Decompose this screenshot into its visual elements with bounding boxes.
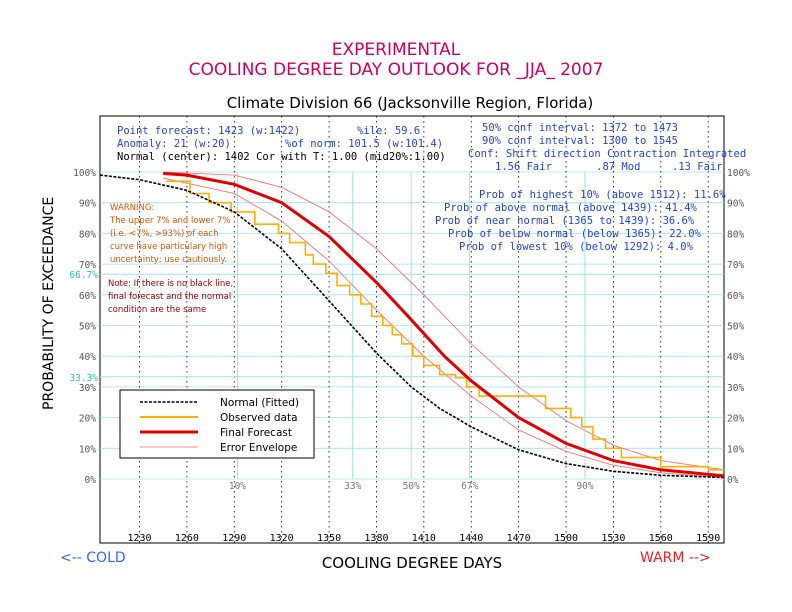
cold-label: <-- COLD bbox=[60, 550, 126, 566]
y-tick-label-left: 90% bbox=[79, 199, 96, 210]
y-tick-label-left: 80% bbox=[79, 229, 96, 240]
x-tick-label: 1410 bbox=[412, 533, 436, 544]
x-tick-label: 1380 bbox=[364, 533, 388, 544]
error-envelope-lower-line bbox=[163, 177, 725, 478]
legend-label-observed: Observed data bbox=[220, 412, 298, 424]
x-tick-label: 1530 bbox=[601, 533, 625, 544]
warm-label: WARM --> bbox=[640, 550, 711, 566]
x-tick-label: 1440 bbox=[459, 533, 483, 544]
y-tick-label-right: 50% bbox=[727, 322, 744, 333]
y-tick-label-right: 100% bbox=[727, 168, 750, 179]
series-layer bbox=[99, 171, 725, 479]
note-line1: Note: If there is no black line, bbox=[108, 279, 233, 289]
y-tick-label-right: 20% bbox=[727, 414, 744, 425]
final-forecast-line bbox=[163, 172, 725, 478]
stat-point-forecast: Point forecast: 1423 (w:1422) bbox=[117, 125, 300, 137]
observed-data-line bbox=[166, 180, 724, 471]
y-tick-label-left: 60% bbox=[79, 291, 96, 302]
x-tick-label: 1500 bbox=[554, 533, 578, 544]
y-axis-label: PROBABILITY OF EXCEEDANCE bbox=[41, 197, 57, 410]
stat-conf-values: 1.56 Fair .87 Mod .13 Fair bbox=[495, 161, 723, 173]
x-axis-label: COOLING DEGREE DAYS bbox=[322, 554, 502, 572]
stats-block: Point forecast: 1423 (w:1422) %ile: 59.6… bbox=[117, 122, 746, 253]
y-tick-label-right: 60% bbox=[727, 291, 744, 302]
y-tick-label-right: 70% bbox=[727, 260, 744, 271]
y-tick-label-left: 10% bbox=[79, 444, 96, 455]
warning-line4: uncertainty; use cautiously. bbox=[110, 255, 227, 265]
legend-label-normal: Normal (Fitted) bbox=[220, 397, 299, 409]
percentile-marker-label: 10% bbox=[229, 481, 246, 492]
chart-subtitle: Climate Division 66 (Jacksonville Region… bbox=[227, 94, 594, 112]
stat-prob-below: Prob of below normal (below 1365): 22.0% bbox=[448, 228, 702, 240]
legend: Normal (Fitted) Observed data Final Fore… bbox=[119, 389, 315, 459]
note-line2: final forecast and the normal bbox=[108, 292, 231, 302]
plot-frame bbox=[99, 115, 725, 544]
grid-layer bbox=[100, 116, 724, 543]
y-tick-label-left: 50% bbox=[79, 322, 96, 333]
stat-prob-highest: Prob of highest 10% (above 1512): 11.6% bbox=[479, 189, 726, 201]
stat-conf-header: Conf: Shift direction Contraction Integr… bbox=[468, 148, 746, 160]
percentile-marker-label: 67% bbox=[461, 481, 478, 492]
y-tick-label-left: 40% bbox=[79, 352, 96, 363]
stat-normal: Normal (center): 1402 Cor with T: 1.00 (… bbox=[117, 151, 446, 163]
legend-label-forecast: Final Forecast bbox=[220, 427, 292, 439]
stat-prob-above: Prob of above normal (above 1439): 41.4% bbox=[444, 202, 698, 214]
percentile-marker-label: 50% bbox=[403, 481, 420, 492]
stat-anomaly: Anomaly: 21 (w:20) bbox=[117, 138, 231, 150]
y-tick-label-left: 20% bbox=[79, 414, 96, 425]
y-tick-label-right: 90% bbox=[727, 199, 744, 210]
stat-conf50: 50% conf interval: 1372 to 1473 bbox=[482, 122, 678, 134]
x-tick-label: 1590 bbox=[696, 533, 720, 544]
stat-conf90: 90% conf interval: 1300 to 1545 bbox=[482, 135, 678, 147]
percentile-marker-label: 33% bbox=[344, 481, 361, 492]
warning-line3: curve have particulary high bbox=[110, 242, 227, 252]
stat-prob-near: Prob of near normal (1365 to 1439): 36.6… bbox=[435, 215, 695, 227]
y-tick-label-right: 40% bbox=[727, 352, 744, 363]
percentile-marker-label: 90% bbox=[576, 481, 593, 492]
x-tick-label: 1230 bbox=[127, 533, 151, 544]
note-block: Note: If there is no black line, final f… bbox=[108, 279, 233, 315]
y-tick-label-right: 30% bbox=[727, 383, 744, 394]
tick-layer: 0% 0% 10% 10% 20% 20% 30% 30% 40% 40% 50% 50% 60% 60%… bbox=[73, 168, 750, 544]
y-tick-label-left: 70% bbox=[79, 260, 96, 271]
legend-label-envelope: Error Envelope bbox=[220, 442, 297, 454]
warning-line2: (i.e. <7%, >93%) of each bbox=[110, 229, 218, 239]
stat-prob-lowest: Prob of lowest 10% (below 1292): 4.0% bbox=[459, 241, 694, 253]
x-tick-label: 1320 bbox=[270, 533, 294, 544]
warning-line1: The upper 7% and lower 7% bbox=[109, 216, 230, 226]
stat-pct-of-norm: %of norm: 101.5 (w:101.4) bbox=[285, 138, 443, 150]
y-tick-label-left: 30% bbox=[79, 383, 96, 394]
x-tick-label: 1290 bbox=[222, 533, 246, 544]
y-tick-label-left: 0% bbox=[85, 475, 97, 486]
warning-title: WARNING: bbox=[110, 203, 154, 213]
chart-title-line2: COOLING DEGREE DAY OUTLOOK FOR _JJA_ 200… bbox=[189, 60, 604, 80]
normal-fitted-line bbox=[99, 174, 725, 479]
y-tick-label-right: 80% bbox=[727, 229, 744, 240]
chart-title-line1: EXPERIMENTAL bbox=[332, 40, 461, 60]
x-tick-label: 1560 bbox=[649, 533, 673, 544]
x-tick-label: 1260 bbox=[175, 533, 199, 544]
note-line3: condition are the same bbox=[108, 305, 206, 315]
x-tick-label: 1470 bbox=[507, 533, 531, 544]
tercile-marker-label: 33.3% bbox=[69, 373, 98, 384]
y-tick-label-right: 10% bbox=[727, 444, 744, 455]
y-tick-label-right: 0% bbox=[727, 475, 739, 486]
x-tick-label: 1350 bbox=[317, 533, 341, 544]
stat-percentile: %ile: 59.6 bbox=[357, 125, 420, 137]
tercile-marker-label: 66.7% bbox=[69, 270, 98, 281]
warning-block: WARNING: The upper 7% and lower 7% (i.e.… bbox=[109, 203, 230, 265]
y-tick-label-left: 100% bbox=[73, 168, 96, 179]
